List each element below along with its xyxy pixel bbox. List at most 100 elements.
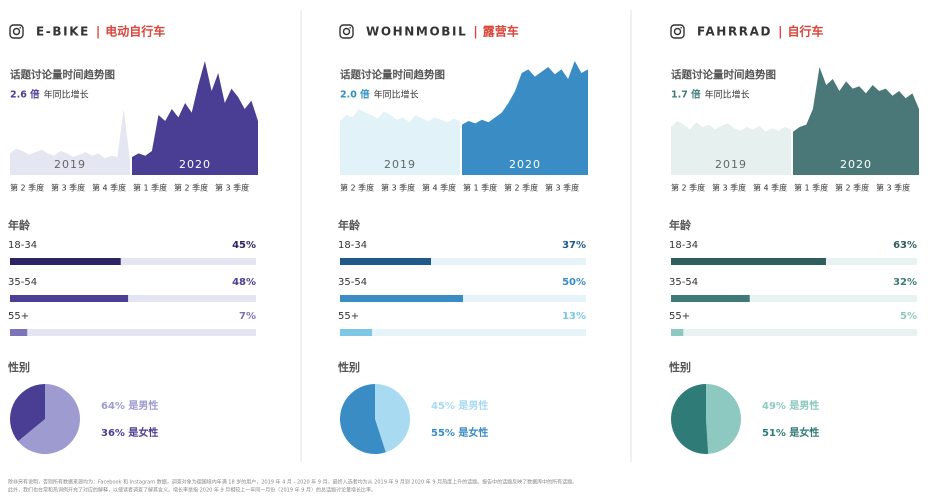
growth-text: 年同比增长 [374, 89, 419, 101]
pie-slice [10, 384, 46, 442]
year-label: 2019 [715, 158, 747, 171]
age-value: 63% [893, 240, 917, 251]
gender-label: 36% 是女性 [101, 426, 158, 439]
brand-cn: 露营车 [483, 24, 519, 39]
separator: | [473, 25, 477, 39]
quarter-label: 第 3 季度 [545, 183, 579, 193]
separator: | [96, 25, 100, 39]
quarter-label: 第 2 季度 [504, 183, 538, 193]
gender-label: 64% 是男性 [101, 399, 158, 412]
trend-area [462, 61, 588, 175]
quarter-label: 第 1 季度 [794, 183, 828, 193]
footnote: 除非另有说明，否则所有数据来源均为：Facebook 和 Instagram 数… [8, 479, 577, 486]
age-label: 35-54 [669, 277, 698, 288]
instagram-icon [339, 24, 354, 39]
age-bar [10, 295, 129, 302]
pie-slice [375, 384, 410, 453]
brand: WOHNMOBIL [366, 25, 467, 39]
age-label: 55+ [338, 311, 359, 322]
instagram-icon [349, 27, 352, 29]
age-bar [340, 258, 432, 265]
age-value: 32% [893, 277, 917, 288]
gender-label: 51% 是女性 [762, 426, 819, 439]
quarter-label: 第 3 季度 [712, 183, 746, 193]
age-value: 13% [562, 311, 586, 322]
instagram-icon [19, 27, 22, 29]
year-label: 2020 [179, 158, 211, 171]
age-bar [671, 329, 684, 336]
instagram-icon [670, 24, 685, 39]
quarter-label: 第 3 季度 [381, 183, 415, 193]
quarter-label: 第 2 季度 [835, 183, 869, 193]
age-label: 35-54 [338, 277, 367, 288]
age-label: 18-34 [669, 240, 698, 251]
growth: 2.0 倍 [340, 89, 370, 101]
brand: FAHRRAD [697, 25, 772, 39]
pie-slice [339, 384, 386, 454]
quarter-label: 第 2 季度 [671, 183, 705, 193]
quarter-label: 第 4 季度 [422, 183, 456, 193]
age-track [10, 329, 256, 336]
year-label: 2019 [54, 158, 86, 171]
instagram-icon [9, 24, 24, 39]
age-bar [340, 295, 463, 302]
quarter-label: 第 4 季度 [753, 183, 787, 193]
age-bar [10, 258, 121, 265]
gender-label: 45% 是男性 [431, 399, 488, 412]
pie-slice [671, 384, 709, 454]
age-value: 48% [232, 277, 256, 288]
trend-area [793, 67, 919, 175]
age-value: 45% [232, 240, 256, 251]
age-value: 7% [239, 311, 256, 322]
gender-label: 49% 是男性 [762, 399, 819, 412]
age-label: 55+ [8, 311, 29, 322]
age-label: 35-54 [8, 277, 37, 288]
age-label: 18-34 [338, 240, 367, 251]
instagram-icon [342, 27, 351, 36]
quarter-label: 第 3 季度 [215, 183, 249, 193]
quarter-label: 第 1 季度 [133, 183, 167, 193]
year-label: 2019 [384, 158, 416, 171]
gender-title: 性别 [8, 360, 30, 374]
age-track [340, 329, 586, 336]
age-title: 年龄 [8, 218, 31, 232]
age-label: 18-34 [8, 240, 37, 251]
trend-title: 话题讨论量时间趋势图 [10, 68, 115, 81]
age-track [10, 295, 256, 302]
age-value: 37% [562, 240, 586, 251]
quarter-label: 第 3 季度 [876, 183, 910, 193]
gender-title: 性别 [669, 360, 691, 374]
age-title: 年龄 [669, 218, 692, 232]
instagram-icon [673, 27, 682, 36]
quarter-label: 第 2 季度 [340, 183, 374, 193]
growth: 2.6 倍 [10, 89, 40, 101]
separator: | [778, 25, 782, 39]
trend-area [671, 121, 791, 175]
quarter-label: 第 2 季度 [10, 183, 44, 193]
growth: 1.7 倍 [671, 89, 701, 101]
quarter-label: 第 3 季度 [51, 183, 85, 193]
growth-text: 年同比增长 [44, 89, 89, 101]
year-label: 2020 [840, 158, 872, 171]
age-value: 50% [562, 277, 586, 288]
age-track [340, 258, 586, 265]
trend-area [132, 61, 258, 175]
year-label: 2020 [509, 158, 541, 171]
quarter-label: 第 1 季度 [463, 183, 497, 193]
brand: E-BIKE [36, 25, 90, 39]
quarter-label: 第 4 季度 [92, 183, 126, 193]
quarter-label: 第 2 季度 [174, 183, 208, 193]
age-track [10, 258, 256, 265]
age-bar [671, 295, 750, 302]
age-bar [671, 258, 826, 265]
trend-title: 话题讨论量时间趋势图 [340, 68, 445, 81]
pie-slice [18, 384, 81, 454]
age-title: 年龄 [338, 218, 361, 232]
brand-cn: 自行车 [787, 24, 823, 39]
brand-cn: 电动自行车 [105, 24, 165, 39]
growth-text: 年同比增长 [705, 89, 750, 101]
age-track [671, 295, 917, 302]
instagram-icon [12, 27, 21, 36]
pie-slice [706, 384, 742, 454]
gender-label: 55% 是女性 [431, 426, 488, 439]
